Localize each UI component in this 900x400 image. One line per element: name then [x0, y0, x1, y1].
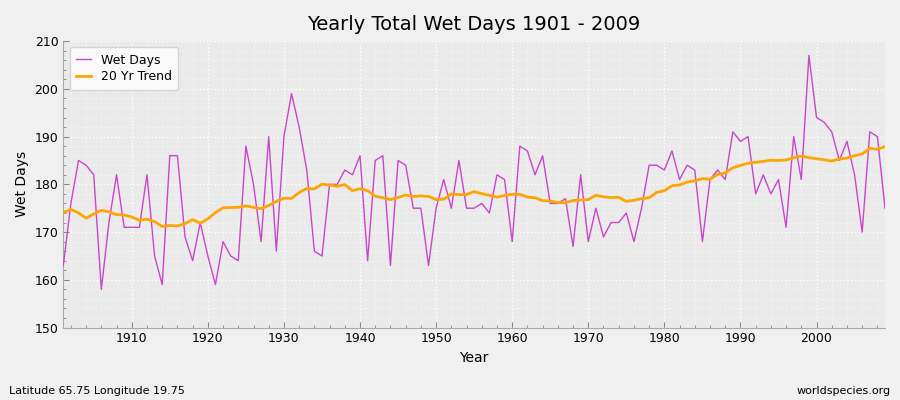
Y-axis label: Wet Days: Wet Days	[15, 151, 29, 218]
Wet Days	[606, 220, 616, 225]
20 Yr Trend	[119, 213, 130, 218]
20 Yr Trend	[157, 224, 167, 229]
Wet Days	[58, 263, 68, 268]
Wet Days	[293, 125, 304, 130]
Text: Latitude 65.75 Longitude 19.75: Latitude 65.75 Longitude 19.75	[9, 386, 184, 396]
20 Yr Trend	[515, 192, 526, 197]
Wet Days	[515, 144, 526, 148]
X-axis label: Year: Year	[460, 351, 489, 365]
Title: Yearly Total Wet Days 1901 - 2009: Yearly Total Wet Days 1901 - 2009	[308, 15, 641, 34]
Line: 20 Yr Trend: 20 Yr Trend	[63, 146, 885, 226]
Wet Days	[879, 206, 890, 211]
Wet Days	[126, 225, 137, 230]
20 Yr Trend	[293, 190, 304, 195]
20 Yr Trend	[58, 210, 68, 215]
Wet Days	[507, 239, 517, 244]
20 Yr Trend	[606, 195, 616, 200]
Text: worldspecies.org: worldspecies.org	[796, 386, 891, 396]
Wet Days	[96, 287, 107, 292]
Line: Wet Days: Wet Days	[63, 56, 885, 289]
20 Yr Trend	[507, 192, 517, 197]
Wet Days	[804, 53, 814, 58]
Wet Days	[339, 168, 350, 172]
Legend: Wet Days, 20 Yr Trend: Wet Days, 20 Yr Trend	[69, 47, 178, 90]
20 Yr Trend	[879, 144, 890, 149]
20 Yr Trend	[339, 182, 350, 187]
